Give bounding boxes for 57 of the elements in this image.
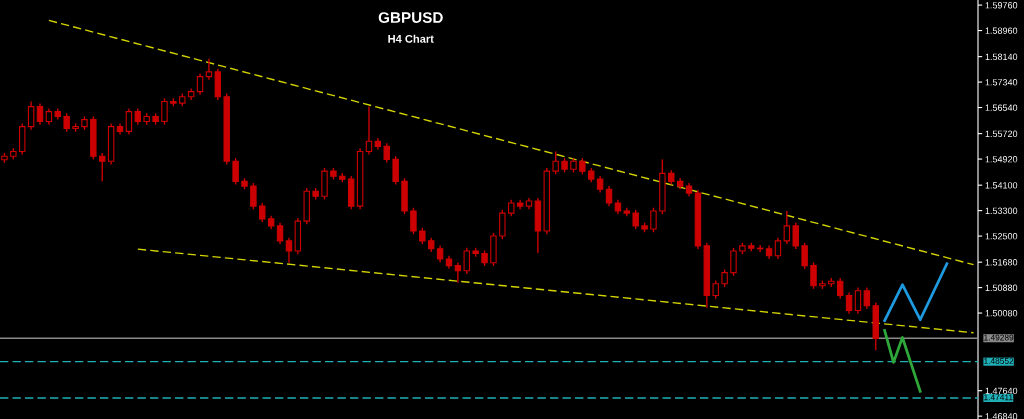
candlestick: [801, 242, 808, 270]
candlestick: [383, 142, 390, 164]
y-tick-label: 1.56540: [985, 104, 1018, 111]
y-tick-label: 1.57340: [985, 79, 1018, 86]
y-tick-label: 1.58960: [985, 27, 1018, 34]
candlestick: [845, 291, 853, 315]
candlestick: [63, 112, 70, 133]
y-tick-label: 1.46840: [985, 413, 1018, 419]
candlestick: [836, 277, 844, 300]
candlestick: [552, 150, 559, 176]
candlestick: [232, 157, 239, 186]
candlestick: [196, 72, 204, 96]
candlestick: [650, 207, 657, 233]
candlestick: [125, 107, 133, 136]
candlestick: [410, 207, 417, 235]
candlestick: [712, 279, 719, 300]
candlestick: [792, 222, 799, 250]
candlestick: [392, 155, 399, 186]
candlestick: [27, 100, 35, 131]
candlestick: [365, 105, 373, 156]
y-tick-label: 1.54920: [985, 156, 1018, 163]
candlestick: [774, 236, 782, 260]
y-tick-label: 1.51680: [985, 259, 1018, 266]
candlestick: [632, 209, 639, 230]
candlestick: [36, 102, 44, 126]
y-tick-label: 1.54100: [985, 182, 1018, 189]
y-tick-label: 1.50880: [985, 284, 1018, 291]
candlestick: [863, 286, 871, 310]
line-series: [883, 262, 949, 323]
ref-line-label: 1.47411: [984, 394, 1013, 401]
candlestick: [854, 286, 862, 315]
candlestick: [250, 182, 257, 211]
candlestick: [285, 236, 293, 264]
candlestick: [454, 261, 462, 284]
y-tick-label: 1.59760: [985, 2, 1018, 9]
ref-line-label: 1.49289: [984, 334, 1014, 341]
candlestick: [730, 247, 737, 277]
candlestick: [161, 97, 168, 126]
y-tick-label: 1.58140: [985, 53, 1018, 60]
candlestick: [463, 247, 470, 275]
y-tick-label: 1.50080: [985, 310, 1018, 317]
candlestick: [810, 261, 817, 290]
text: GBPUSD: [378, 12, 443, 23]
candlestick: [605, 185, 613, 207]
y-tick-label: 1.55720: [985, 130, 1018, 137]
y-tick-label: 1.52500: [985, 233, 1018, 240]
y-tick-label: 1.47640: [985, 387, 1018, 395]
line-series: [883, 329, 922, 393]
candlestick: [783, 210, 791, 245]
candlestick: [205, 58, 213, 81]
candlestick: [99, 152, 106, 183]
candlestick: [276, 222, 284, 245]
y-tick-label: 1.53300: [985, 207, 1018, 214]
ref-line-label: 1.48552: [984, 358, 1014, 364]
candlestick: [259, 202, 266, 223]
text: H4 Chart: [388, 34, 434, 43]
candlestick: [499, 209, 506, 240]
